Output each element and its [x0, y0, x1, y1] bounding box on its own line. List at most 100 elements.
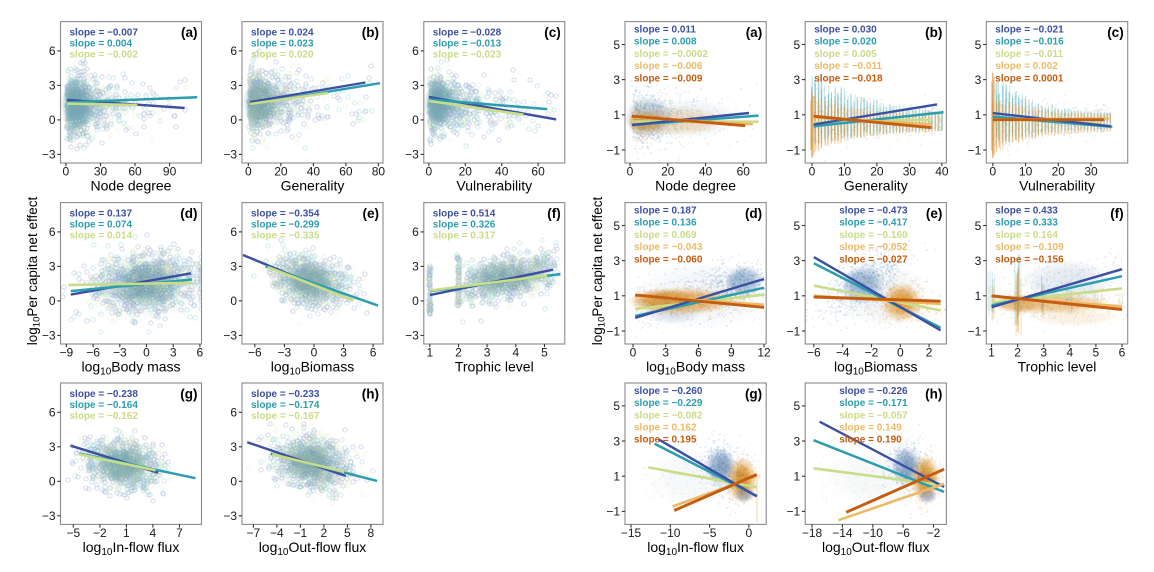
svg-text:0: 0 — [230, 113, 237, 127]
svg-text:(c): (c) — [544, 25, 561, 40]
svg-text:slope = −0.057: slope = −0.057 — [839, 410, 908, 421]
svg-text:1: 1 — [794, 108, 801, 122]
svg-text:Generality: Generality — [844, 178, 908, 194]
svg-text:6: 6 — [412, 44, 419, 58]
svg-text:9: 9 — [728, 346, 735, 360]
svg-text:−3: −3 — [42, 148, 56, 162]
svg-text:(d): (d) — [745, 206, 762, 221]
svg-text:slope = −0.013: slope = −0.013 — [433, 39, 502, 50]
svg-text:slope = 0.137: slope = 0.137 — [70, 209, 133, 220]
svg-text:−1: −1 — [787, 505, 801, 519]
svg-text:slope = −0.011: slope = −0.011 — [995, 49, 1063, 60]
svg-text:2: 2 — [455, 346, 462, 360]
svg-text:slope = 0.005: slope = 0.005 — [814, 49, 877, 60]
svg-text:slope = 0.326: slope = 0.326 — [433, 220, 496, 231]
svg-text:6: 6 — [197, 346, 204, 360]
svg-text:slope = −0.002: slope = −0.002 — [70, 50, 139, 61]
svg-text:0: 0 — [311, 346, 318, 360]
svg-text:3: 3 — [170, 346, 177, 360]
svg-text:slope = 0.030: slope = 0.030 — [814, 25, 877, 36]
svg-text:2: 2 — [926, 346, 933, 360]
svg-text:0: 0 — [809, 165, 816, 179]
svg-text:−6: −6 — [896, 526, 910, 540]
svg-text:slope = −0.021: slope = −0.021 — [995, 25, 1064, 36]
svg-text:10: 10 — [838, 165, 852, 179]
svg-text:−3: −3 — [42, 329, 56, 343]
svg-text:3: 3 — [412, 260, 419, 274]
svg-text:0: 0 — [230, 475, 237, 489]
svg-text:−1: −1 — [787, 143, 801, 157]
svg-text:slope = 0.162: slope = 0.162 — [634, 423, 697, 434]
svg-text:6: 6 — [1119, 346, 1126, 360]
svg-text:(g): (g) — [180, 387, 197, 402]
svg-text:1: 1 — [794, 289, 801, 303]
svg-text:5: 5 — [975, 38, 982, 52]
svg-text:6: 6 — [49, 44, 56, 58]
svg-text:slope = 0.514: slope = 0.514 — [433, 209, 496, 220]
svg-text:slope = −0.354: slope = −0.354 — [251, 209, 320, 220]
svg-text:5: 5 — [613, 399, 620, 413]
svg-text:−3: −3 — [223, 148, 237, 162]
svg-text:slope = −0.028: slope = −0.028 — [433, 28, 502, 39]
svg-text:60: 60 — [339, 165, 353, 179]
svg-text:(e): (e) — [363, 206, 380, 221]
svg-text:6: 6 — [49, 225, 56, 239]
svg-text:slope = 0.333: slope = 0.333 — [995, 218, 1058, 229]
svg-text:slope = −0.006: slope = −0.006 — [634, 61, 703, 72]
svg-text:(f): (f) — [547, 206, 561, 221]
svg-text:40: 40 — [935, 165, 949, 179]
svg-text:slope = −0.238: slope = −0.238 — [70, 389, 139, 400]
svg-text:80: 80 — [372, 165, 386, 179]
svg-text:(d): (d) — [180, 206, 197, 221]
svg-text:−5: −5 — [66, 526, 80, 540]
svg-text:(c): (c) — [1107, 25, 1124, 40]
svg-text:slope = −0.011: slope = −0.011 — [814, 61, 882, 72]
svg-text:6: 6 — [230, 406, 237, 420]
svg-text:20: 20 — [459, 165, 473, 179]
svg-text:0: 0 — [49, 475, 56, 489]
svg-text:3: 3 — [49, 440, 56, 454]
svg-text:slope = 0.020: slope = 0.020 — [251, 50, 314, 61]
svg-text:(a): (a) — [181, 25, 198, 40]
svg-text:(b): (b) — [362, 25, 379, 40]
svg-text:slope = 0.433: slope = 0.433 — [995, 206, 1058, 217]
svg-text:log10Per capita net effect: log10Per capita net effect — [25, 197, 43, 346]
svg-text:slope = 0.011: slope = 0.011 — [634, 25, 696, 36]
svg-text:−6: −6 — [248, 346, 262, 360]
svg-text:(h): (h) — [362, 387, 379, 402]
svg-text:−3: −3 — [223, 329, 237, 343]
svg-text:12: 12 — [757, 346, 771, 360]
svg-text:slope = 0.004: slope = 0.004 — [70, 39, 133, 50]
svg-text:slope = −0.160: slope = −0.160 — [839, 230, 908, 241]
svg-text:−3: −3 — [42, 509, 56, 523]
svg-text:slope = −0.156: slope = −0.156 — [995, 254, 1064, 265]
svg-text:−6: −6 — [807, 346, 821, 360]
svg-text:0: 0 — [143, 346, 150, 360]
svg-text:20: 20 — [1052, 165, 1066, 179]
svg-text:0: 0 — [49, 113, 56, 127]
svg-text:−15: −15 — [621, 526, 642, 540]
svg-text:2: 2 — [321, 526, 328, 540]
svg-text:−10: −10 — [863, 526, 884, 540]
svg-text:6: 6 — [695, 346, 702, 360]
svg-text:3: 3 — [1040, 346, 1047, 360]
svg-text:slope = −0.016: slope = −0.016 — [995, 37, 1064, 48]
svg-text:−5: −5 — [703, 526, 717, 540]
svg-text:slope = −0.023: slope = −0.023 — [433, 50, 502, 61]
svg-text:−2: −2 — [93, 526, 107, 540]
svg-text:slope = −0.473: slope = −0.473 — [839, 206, 908, 217]
svg-text:5: 5 — [541, 346, 548, 360]
svg-text:0: 0 — [989, 165, 996, 179]
svg-text:3: 3 — [794, 434, 801, 448]
svg-text:1: 1 — [613, 470, 620, 484]
svg-text:8: 8 — [368, 526, 375, 540]
svg-text:slope = 0.164: slope = 0.164 — [995, 230, 1058, 241]
svg-text:Trophic level: Trophic level — [1018, 359, 1097, 375]
svg-text:−3: −3 — [113, 346, 127, 360]
svg-text:6: 6 — [230, 44, 237, 58]
svg-text:−4: −4 — [836, 346, 850, 360]
svg-text:slope = −0.171: slope = −0.171 — [839, 398, 908, 409]
svg-text:slope = 0.190: slope = 0.190 — [839, 435, 902, 446]
svg-text:20: 20 — [274, 165, 288, 179]
svg-text:−3: −3 — [278, 346, 292, 360]
